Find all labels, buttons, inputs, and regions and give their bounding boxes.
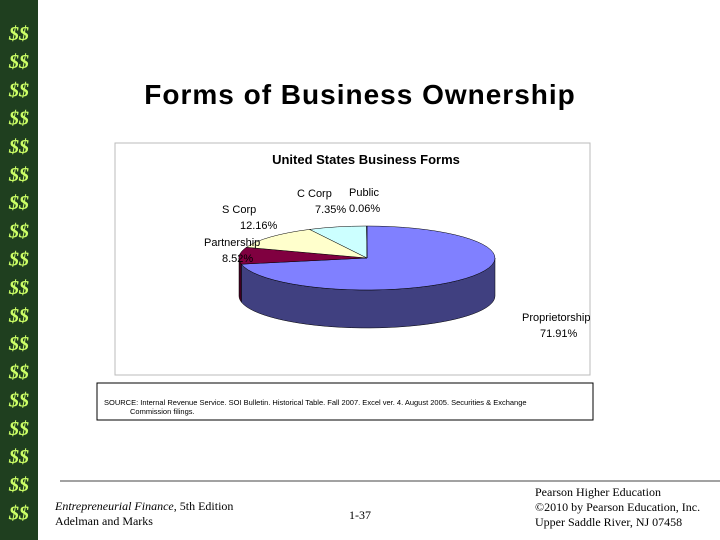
dollar-mark: $$	[8, 474, 29, 496]
dollar-mark: $$	[8, 418, 29, 440]
footer-authors: Adelman and Marks	[55, 514, 153, 528]
value-label: 7.35%	[315, 204, 346, 216]
side-strip	[0, 0, 38, 540]
source-box	[96, 382, 594, 421]
chart-title: United States Business Forms	[272, 152, 460, 167]
dollar-mark: $$	[8, 164, 29, 186]
value-label: 0.06%	[349, 203, 380, 215]
publisher-line: ©2010 by Pearson Education, Inc.	[535, 500, 700, 514]
slice-label: Partnership	[204, 237, 260, 249]
dollar-mark: $$	[8, 249, 29, 271]
value-label: 12.16%	[240, 220, 278, 232]
pie-slice	[240, 225, 496, 291]
dollar-mark: $$	[8, 277, 29, 299]
dollar-mark: $$	[8, 361, 29, 383]
publisher-line: Pearson Higher Education	[535, 485, 661, 499]
source-text: Commission filings.	[130, 407, 195, 416]
dollar-mark: $$	[8, 23, 29, 45]
slice-label: Proprietorship	[522, 312, 590, 324]
source-text: SOURCE: Internal Revenue Service. SOI Bu…	[104, 398, 527, 407]
dollar-mark: $$	[8, 502, 29, 524]
footer-book: Entrepreneurial Finance, 5th Edition	[54, 499, 233, 513]
dollar-mark: $$	[8, 108, 29, 130]
dollar-mark: $$	[8, 220, 29, 242]
dollar-mark: $$	[8, 51, 29, 73]
value-label: 8.52%	[222, 253, 253, 265]
pie-slice	[245, 229, 368, 259]
dollar-mark: $$	[8, 192, 29, 214]
page-number: 1-37	[349, 508, 371, 522]
slice-label: C Corp	[297, 188, 332, 200]
book-title: Entrepreneurial Finance	[54, 499, 174, 513]
decoration: $$ $$ $$ $$ $$ $$ $$ $$ $$ $$ $$ $$ $$ $$ $$ $$ $$ $$	[8, 23, 29, 524]
dollar-mark: $$	[8, 136, 29, 158]
slice-label: Public	[349, 187, 379, 199]
book-edition: , 5th Edition	[174, 499, 234, 513]
dollar-mark: $$	[8, 305, 29, 327]
dollar-mark: $$	[8, 79, 29, 101]
publisher-line: Upper Saddle River, NJ 07458	[535, 515, 682, 529]
dollar-mark: $$	[8, 333, 29, 355]
dollar-mark: $$	[8, 446, 29, 468]
slice-label: S Corp	[222, 204, 256, 216]
slide-title: Forms of Business Ownership	[144, 79, 576, 110]
pie: Proprietorship 71.91% Partnership 8.52% S Co…	[204, 187, 590, 340]
dollar-mark: $$	[8, 390, 29, 412]
value-label: 71.91%	[540, 328, 578, 340]
